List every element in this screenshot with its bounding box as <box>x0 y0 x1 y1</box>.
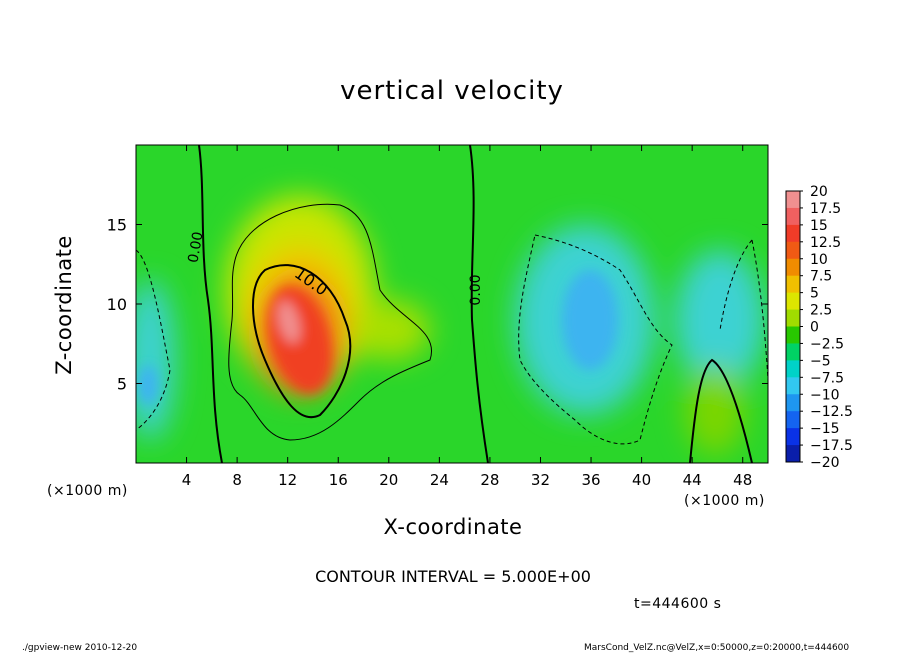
contour-label-zero-left: 0.00 <box>185 231 206 264</box>
zero-contour-left <box>198 145 223 463</box>
x-tick-label: 16 <box>329 471 348 489</box>
x-tick-label: 24 <box>430 471 449 489</box>
colorbar: 2017.51512.5107.552.50−2.5−5−7.5−10−12.5… <box>785 184 853 471</box>
colorbar-label: 20 <box>810 184 828 200</box>
footer-left: ./gpview-new 2010-12-20 <box>22 643 138 653</box>
colorbar-swatch <box>786 191 800 209</box>
y-tick-label: 5 <box>117 375 127 394</box>
x-tick-label: 8 <box>232 471 242 489</box>
x-tick-label: 4 <box>182 471 192 489</box>
colorbar-swatch <box>786 275 800 294</box>
y-axis-ticks: 5 10 15 <box>107 216 768 394</box>
x-tick-label: 36 <box>581 471 600 489</box>
footer-right: MarsCond_VelZ.nc@VelZ,x=0:50000,z=0:2000… <box>584 643 850 653</box>
x-tick-label: 40 <box>632 471 651 489</box>
velocity-field <box>136 145 768 463</box>
contour-neg5-center <box>518 234 673 445</box>
colorbar-label: 0 <box>810 320 819 336</box>
x-tick-label: 48 <box>733 471 752 489</box>
contour-neg5-right <box>719 239 768 381</box>
colorbar-swatch <box>786 394 800 412</box>
colorbar-label: −10 <box>810 387 840 403</box>
colorbar-swatch <box>786 309 800 327</box>
colorbar-label: −12.5 <box>810 404 853 420</box>
colorbar-label: 2.5 <box>810 303 832 319</box>
x-tick-label: 44 <box>683 471 702 489</box>
x-axis-ticks: 4 8 12 16 20 24 28 32 36 40 44 48 <box>182 145 752 489</box>
colorbar-swatch <box>786 360 800 378</box>
zero-contour-mid <box>469 145 489 463</box>
x-axis-label: X-coordinate <box>383 515 523 539</box>
colorbar-label: 7.5 <box>810 269 832 285</box>
colorbar-swatch <box>786 292 800 311</box>
contour-neg5-left <box>136 249 171 431</box>
time-label: t=444600 s <box>634 596 722 612</box>
colorbar-label: 12.5 <box>810 235 841 251</box>
colorbar-swatch <box>786 207 800 226</box>
colorbar-label: −17.5 <box>810 438 853 454</box>
zero-contour-right <box>689 358 753 463</box>
colorbar-label: −2.5 <box>810 336 844 352</box>
contour-10 <box>252 264 352 418</box>
x-tick-label: 32 <box>531 471 550 489</box>
y-tick-label: 10 <box>107 295 127 314</box>
colorbar-swatch <box>786 445 800 463</box>
colorbar-label: −20 <box>810 455 840 471</box>
x-unit-right: (×1000 m) <box>684 493 765 509</box>
colorbar-label: 5 <box>810 286 819 302</box>
colorbar-swatch <box>786 241 800 260</box>
colorbar-swatch <box>786 224 800 243</box>
y-tick-label: 15 <box>107 216 127 235</box>
contour-label-zero-mid: 0.00 <box>468 274 484 305</box>
colorbar-label: −7.5 <box>810 370 844 386</box>
colorbar-label: 10 <box>810 252 828 268</box>
colorbar-swatch <box>786 326 800 344</box>
colorbar-label: 15 <box>810 218 828 234</box>
x-unit-left: (×1000 m) <box>47 483 128 499</box>
colorbar-label: 17.5 <box>810 201 841 217</box>
x-tick-label: 20 <box>379 471 398 489</box>
contour-interval-text: CONTOUR INTERVAL = 5.000E+00 <box>315 567 591 586</box>
x-tick-label: 28 <box>480 471 499 489</box>
y-axis-label: Z-coordinate <box>52 235 76 375</box>
chart-title: vertical velocity <box>340 76 564 106</box>
colorbar-label: −5 <box>810 353 831 369</box>
x-tick-label: 12 <box>278 471 297 489</box>
colorbar-swatch <box>786 377 800 395</box>
colorbar-swatch <box>786 258 800 277</box>
colorbar-swatch <box>786 411 800 429</box>
colorbar-swatch <box>786 343 800 361</box>
colorbar-swatch <box>786 428 800 446</box>
contour-5 <box>228 203 433 441</box>
colorbar-label: −15 <box>810 421 840 437</box>
